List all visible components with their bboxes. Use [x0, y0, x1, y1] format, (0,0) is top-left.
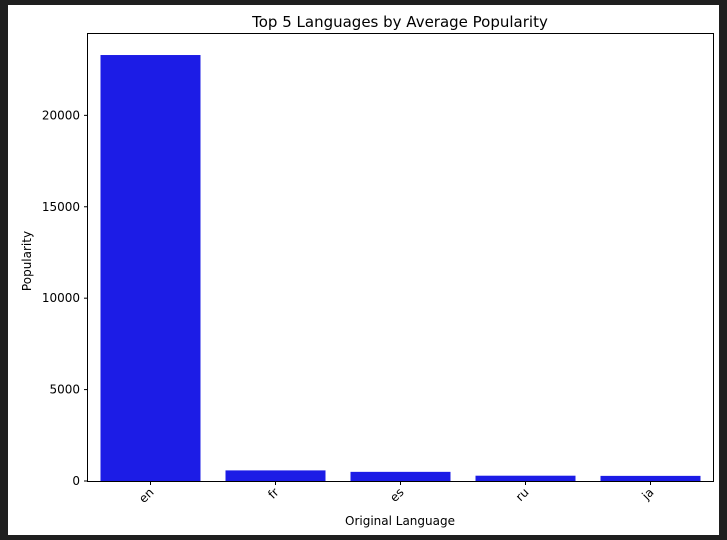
y-tick-label: 0	[72, 474, 80, 488]
x-tick-label: es	[387, 485, 407, 505]
x-axis-label: Original Language	[345, 514, 455, 528]
chart-figure: Top 5 Languages by Average Popularity Po…	[8, 5, 719, 535]
y-tick-label: 10000	[42, 291, 80, 305]
bar-fr	[225, 470, 326, 481]
x-tick-label: ja	[638, 485, 656, 503]
bar-es	[350, 471, 451, 481]
y-ticks-group: 0 5000 10000 15000 20000	[42, 108, 88, 488]
y-tick-label: 15000	[42, 200, 80, 214]
bar-ru	[475, 475, 576, 481]
chart-title: Top 5 Languages by Average Popularity	[251, 13, 548, 31]
plot-frame	[87, 33, 714, 482]
x-tick-label: en	[136, 485, 157, 506]
bar-chart: Top 5 Languages by Average Popularity Po…	[20, 13, 714, 528]
x-tick-label: fr	[265, 485, 281, 501]
bar-en	[100, 55, 201, 482]
x-tick-label: ru	[513, 485, 532, 504]
y-axis-label: Popularity	[20, 231, 34, 291]
x-ticks-group: en fr es ru ja	[136, 481, 657, 506]
bars-group	[100, 55, 701, 482]
bar-ja	[600, 475, 701, 481]
y-tick-label: 5000	[49, 383, 80, 397]
y-tick-label: 20000	[42, 108, 80, 122]
